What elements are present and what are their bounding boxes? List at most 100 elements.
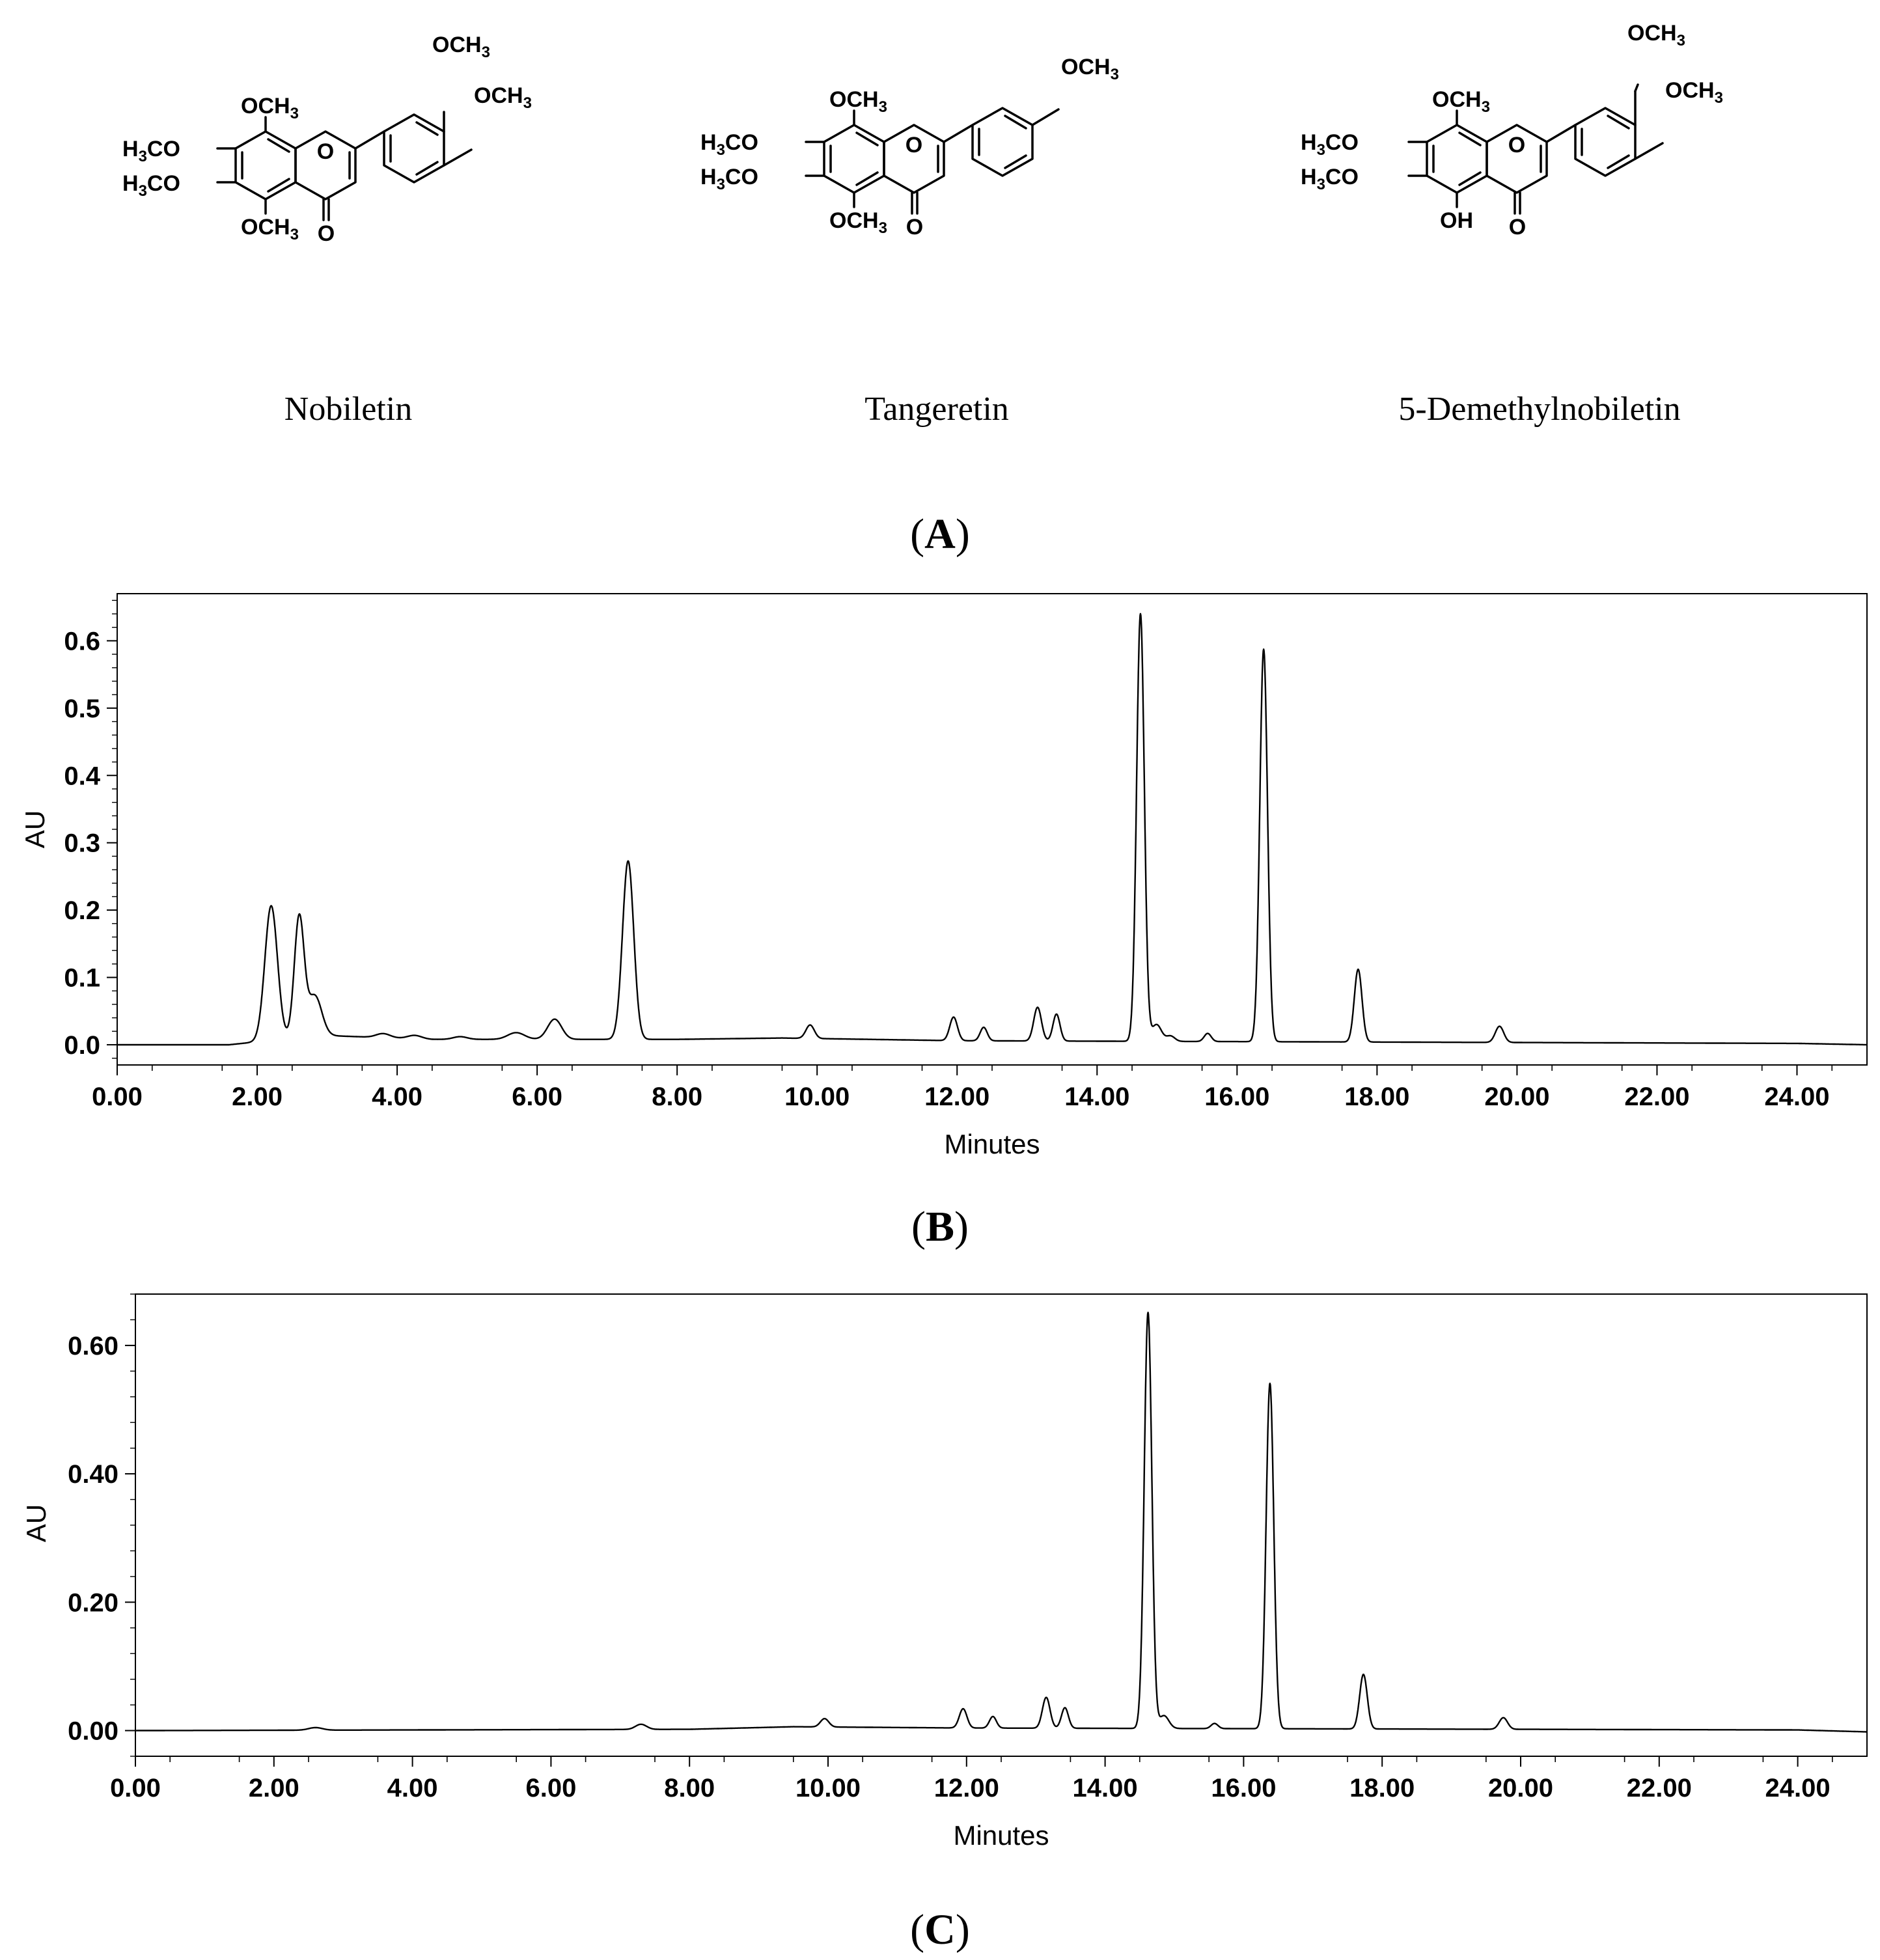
structure-nobiletin: O O OCH3 H3CO H3CO OCH3 OCH3 OCH3 Nobile… xyxy=(122,33,532,428)
chromatogram-trace-b xyxy=(117,613,1868,1046)
x-tick-label: 24.00 xyxy=(1765,1774,1831,1802)
ring-b-double-bond xyxy=(1004,115,1027,130)
x-tick-labels-b: 0.00 2.00 4.00 6.00 8.00 10.00 12.00 14.00 16.00… xyxy=(92,1083,1829,1111)
group-5: OCH3 xyxy=(829,208,887,237)
x-tick-label: 20.00 xyxy=(1484,1083,1549,1111)
x-tick-label: 12.00 xyxy=(934,1774,999,1802)
link-bond xyxy=(354,130,385,150)
panel-a: O O OCH3 H3CO H3CO OCH3 OCH3 OCH3 Nobile… xyxy=(122,21,1723,558)
x-tick-label: 14.00 xyxy=(1064,1083,1129,1111)
plot-frame-c xyxy=(135,1293,1868,1757)
ring-c xyxy=(1486,124,1548,194)
y-tick-label: 0.3 xyxy=(64,829,100,858)
group-7: H3CO xyxy=(1301,130,1359,159)
group-3prime: OCH3 xyxy=(432,33,490,61)
plot-frame-b xyxy=(117,593,1868,1066)
ring-b xyxy=(1574,107,1637,177)
ring-b-double-bond xyxy=(415,121,439,136)
panel-label-a: (A) xyxy=(910,510,970,558)
ring-b-double-bond xyxy=(1004,154,1027,169)
link-bond xyxy=(943,124,974,143)
carbonyl-oxygen: O xyxy=(906,215,923,240)
ring-c xyxy=(294,130,357,200)
ring-oxygen: O xyxy=(317,139,334,164)
y-tick-label: 0.6 xyxy=(64,627,100,656)
group-6: H3CO xyxy=(1301,165,1359,193)
group-7: H3CO xyxy=(700,130,758,159)
y-tick-label: 0.4 xyxy=(64,762,100,790)
sub-bond xyxy=(443,148,473,167)
carbonyl-oxygen: O xyxy=(1509,215,1526,240)
group-3prime: OCH3 xyxy=(1627,21,1685,49)
y-tick-label: 0.20 xyxy=(68,1588,118,1617)
x-tick-label: 20.00 xyxy=(1488,1774,1553,1802)
ring-b xyxy=(383,113,445,184)
x-tick-label: 8.00 xyxy=(652,1083,702,1111)
x-tick-labels-c: 0.00 2.00 4.00 6.00 8.00 10.00 12.00 14.00 16.00… xyxy=(110,1774,1831,1802)
y-tick-labels-c: 0.00 0.20 0.40 0.60 xyxy=(68,1332,118,1746)
group-5: OCH3 xyxy=(241,215,299,243)
ring-oxygen: O xyxy=(905,133,922,158)
ring-a xyxy=(823,124,885,194)
ring-oxygen: O xyxy=(1508,133,1525,158)
group-8: OCH3 xyxy=(1432,87,1490,116)
x-tick-label: 4.00 xyxy=(387,1774,438,1802)
panel-label-b: (B) xyxy=(911,1203,969,1250)
ring-b-double-bond xyxy=(1607,115,1630,130)
ring-b xyxy=(971,107,1034,177)
ticks-c xyxy=(125,1293,1833,1767)
x-axis-label-b: Minutes xyxy=(944,1129,1040,1159)
group-7: H3CO xyxy=(122,137,180,165)
structure-tangeretin: O O OCH3 H3CO H3CO OCH3 OCH3 Tangeretin xyxy=(700,55,1119,428)
y-tick-label: 0.5 xyxy=(64,695,100,723)
ring-a-double-bond xyxy=(267,138,290,153)
x-tick-label: 18.00 xyxy=(1344,1083,1409,1111)
ring-a-double-bond xyxy=(1458,131,1482,146)
x-tick-label: 16.00 xyxy=(1204,1083,1269,1111)
ring-a-double-bond xyxy=(267,178,290,193)
y-tick-label: 0.2 xyxy=(64,896,100,925)
structure-5-demethylnobiletin: O O OCH3 H3CO H3CO OH OCH3 OCH3 5-Demeth… xyxy=(1301,21,1723,428)
group-4prime: OCH3 xyxy=(474,83,532,112)
group-6: H3CO xyxy=(700,165,758,193)
group-8: OCH3 xyxy=(829,87,887,116)
chromatogram-trace-c xyxy=(135,1312,1868,1733)
compound-name-nobiletin: Nobiletin xyxy=(284,391,412,428)
group-4prime: OCH3 xyxy=(1061,55,1119,83)
y-tick-label: 0.60 xyxy=(68,1332,118,1360)
sub-bond xyxy=(1634,83,1639,92)
x-tick-label: 6.00 xyxy=(512,1083,562,1111)
x-tick-label: 4.00 xyxy=(372,1083,422,1111)
compound-name-tangeretin: Tangeretin xyxy=(864,391,1009,428)
x-tick-label: 22.00 xyxy=(1627,1774,1692,1802)
y-tick-label: 0.40 xyxy=(68,1460,118,1489)
panel-c: 0.00 2.00 4.00 6.00 8.00 10.00 12.00 14.00 16.00… xyxy=(21,1293,1868,1953)
group-5: OH xyxy=(1440,208,1473,233)
x-tick-label: 2.00 xyxy=(249,1774,299,1802)
group-6: H3CO xyxy=(122,171,180,200)
x-tick-label: 22.00 xyxy=(1624,1083,1689,1111)
x-tick-label: 24.00 xyxy=(1764,1083,1829,1111)
link-bond xyxy=(1545,124,1577,143)
x-axis-label-c: Minutes xyxy=(953,1820,1049,1851)
ring-c xyxy=(883,124,945,194)
sub-bond xyxy=(1634,142,1664,160)
carbonyl-oxygen: O xyxy=(318,221,335,246)
x-tick-label: 2.00 xyxy=(232,1083,283,1111)
x-tick-label: 6.00 xyxy=(525,1774,576,1802)
x-tick-label: 10.00 xyxy=(795,1774,861,1802)
group-4prime: OCH3 xyxy=(1665,78,1723,107)
ring-b-double-bond xyxy=(415,161,439,176)
y-axis-label-c: AU xyxy=(21,1504,51,1542)
y-tick-labels-b: 0.0 0.1 0.2 0.3 0.4 0.5 0.6 xyxy=(64,627,100,1060)
ring-a xyxy=(1426,124,1488,194)
ring-a-double-bond xyxy=(1458,171,1482,186)
group-8: OCH3 xyxy=(241,94,299,122)
compound-name-5-demethylnobiletin: 5-Demethylnobiletin xyxy=(1398,391,1680,428)
x-tick-label: 14.00 xyxy=(1073,1774,1138,1802)
x-tick-label: 10.00 xyxy=(784,1083,850,1111)
ticks-b xyxy=(107,600,1833,1075)
x-tick-label: 8.00 xyxy=(664,1774,715,1802)
x-tick-label: 0.00 xyxy=(110,1774,161,1802)
